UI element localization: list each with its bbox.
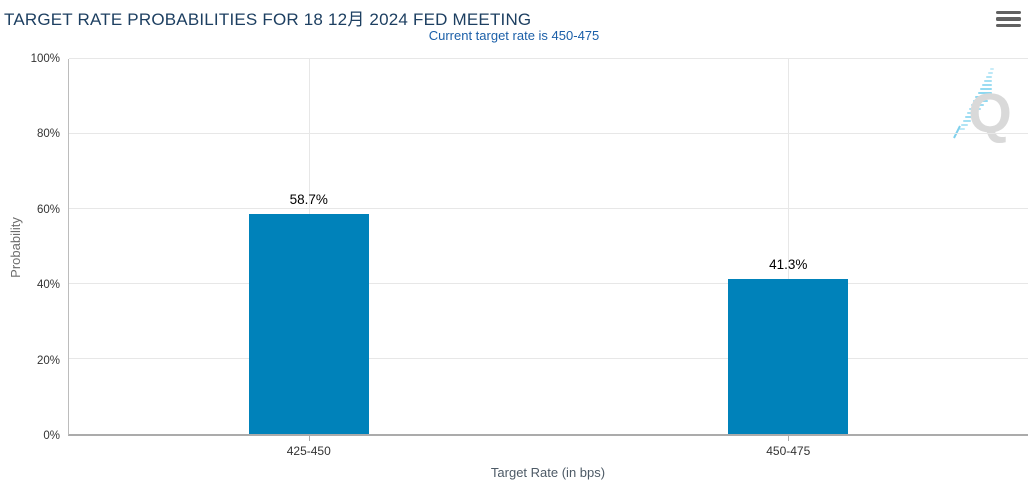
y-tick-label: 40% bbox=[36, 279, 60, 292]
hamburger-menu-icon bbox=[996, 10, 1021, 15]
y-gridline bbox=[69, 58, 1028, 59]
x-axis-tick bbox=[788, 436, 790, 441]
hamburger-menu-icon bbox=[996, 23, 1021, 28]
chart-title: TARGET RATE PROBABILITIES FOR 18 12月 202… bbox=[4, 10, 532, 29]
x-tick-label: 450-475 bbox=[766, 444, 811, 458]
x-axis-title: Target Rate (in bps) bbox=[490, 465, 606, 480]
chart-subtitle: Current target rate is 450-475 bbox=[428, 28, 600, 43]
y-gridline bbox=[69, 283, 1028, 284]
x-tick-label: 425-450 bbox=[286, 444, 331, 458]
category-slot: 41.3% 450-475 bbox=[549, 59, 1028, 458]
y-tick-label: 0% bbox=[43, 430, 60, 442]
chart-context-menu-button[interactable] bbox=[995, 8, 1023, 30]
y-tick-label: 60% bbox=[36, 203, 60, 216]
plot-area: 58.7% 425-450 41.3% 450-475 bbox=[68, 58, 1028, 458]
y-tick-label: 80% bbox=[36, 128, 60, 141]
y-tick-label: 20% bbox=[36, 354, 60, 367]
category-slot: 58.7% 425-450 bbox=[69, 59, 549, 458]
hamburger-menu-icon bbox=[996, 17, 1021, 21]
y-gridline bbox=[69, 358, 1028, 359]
probability-bar[interactable] bbox=[248, 213, 369, 434]
probability-bar[interactable] bbox=[728, 279, 849, 434]
bar-value-label: 41.3% bbox=[769, 257, 808, 273]
y-tick-label: 100% bbox=[30, 53, 60, 65]
x-axis-tick bbox=[308, 436, 310, 441]
y-axis-labels: 0% 20% 40% 60% 80% 100% bbox=[0, 53, 62, 442]
x-gridline bbox=[788, 59, 790, 434]
bar-value-label: 58.7% bbox=[289, 191, 328, 207]
y-gridline bbox=[69, 133, 1028, 134]
y-gridline bbox=[69, 208, 1028, 209]
